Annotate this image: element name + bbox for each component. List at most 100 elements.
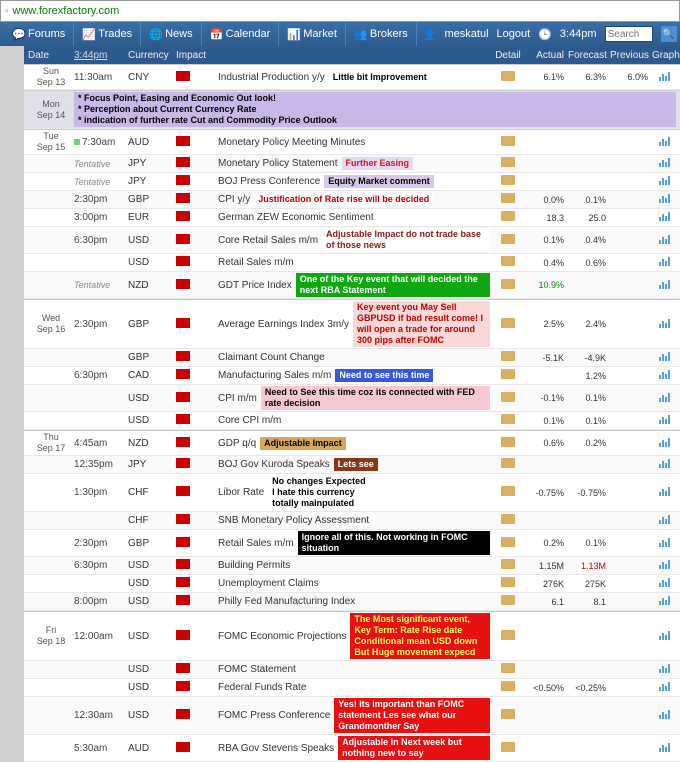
detail-folder-icon[interactable]: [501, 437, 515, 447]
currency-cell: CNY: [128, 72, 176, 83]
url-bar[interactable]: ▫ www.forexfactory.com: [0, 0, 680, 22]
hdr-time[interactable]: 3:44pm: [74, 50, 107, 61]
event-name: FOMC Economic Projections: [218, 631, 350, 642]
calendar-row[interactable]: 3:00pmEURGerman ZEW Economic Sentiment18…: [24, 209, 680, 227]
calendar-row[interactable]: USDRetail Sales m/m0.4%0.6%: [24, 254, 680, 272]
graph-icon[interactable]: [659, 514, 670, 524]
calendar-row[interactable]: 2:30pmGBPRetail Sales m/m Ignore all of …: [24, 530, 680, 557]
calendar-row[interactable]: SunSep 1311:30amCNYIndustrial Production…: [24, 65, 680, 90]
detail-folder-icon[interactable]: [501, 559, 515, 569]
detail-folder-icon[interactable]: [501, 256, 515, 266]
detail-folder-icon[interactable]: [501, 681, 515, 691]
calendar-row[interactable]: USDUnemployment Claims276K275K: [24, 575, 680, 593]
calendar-row[interactable]: 8:00pmUSDPhilly Fed Manufacturing Index6…: [24, 593, 680, 611]
graph-icon[interactable]: [659, 392, 670, 402]
calendar-row[interactable]: USDFOMC Statement: [24, 661, 680, 679]
currency-cell: USD: [128, 710, 176, 721]
graph-icon[interactable]: [659, 318, 670, 328]
calendar-row[interactable]: CHFSNB Monetary Policy Assessment: [24, 512, 680, 530]
graph-icon[interactable]: [659, 486, 670, 496]
graph-icon[interactable]: [659, 630, 670, 640]
detail-folder-icon[interactable]: [501, 234, 515, 244]
impact-icon: [176, 709, 190, 719]
graph-icon[interactable]: [659, 577, 670, 587]
calendar-row[interactable]: 6:30pmCADManufacturing Sales m/mNeed to …: [24, 367, 680, 385]
nav-forums[interactable]: 💬Forums: [4, 22, 74, 46]
graph-icon[interactable]: [659, 709, 670, 719]
detail-folder-icon[interactable]: [501, 514, 515, 524]
detail-folder-icon[interactable]: [501, 136, 515, 146]
calendar-row[interactable]: USDCore CPI m/m0.1%0.1%: [24, 412, 680, 430]
graph-icon[interactable]: [659, 458, 670, 468]
detail-folder-icon[interactable]: [501, 595, 515, 605]
calendar-row[interactable]: ThuSep 174:45amNZDGDP q/qAdjustable Impa…: [24, 431, 680, 456]
graph-icon[interactable]: [659, 414, 670, 424]
calendar-row[interactable]: TentativeNZDGDT Price IndexOne of the Ke…: [24, 272, 680, 299]
currency-cell: NZD: [128, 438, 176, 449]
calendar-row[interactable]: WedSep 162:30pmGBPAverage Earnings Index…: [24, 300, 680, 349]
detail-folder-icon[interactable]: [501, 663, 515, 673]
detail-folder-icon[interactable]: [501, 369, 515, 379]
detail-folder-icon[interactable]: [501, 175, 515, 185]
calendar-row[interactable]: MonSep 14* Focus Point, Easing and Econo…: [24, 91, 680, 129]
calendar-row[interactable]: 5:30amAUDRBA Gov Stevens SpeaksAdjustabl…: [24, 735, 680, 762]
nav-market[interactable]: 📊Market: [279, 22, 346, 46]
graph-icon[interactable]: [659, 279, 670, 289]
forecast-cell: 0.1%: [568, 538, 610, 548]
graph-icon[interactable]: [659, 559, 670, 569]
calendar-row[interactable]: FriSep 1812:00amUSDFOMC Economic Project…: [24, 612, 680, 661]
graph-icon[interactable]: [659, 742, 670, 752]
detail-folder-icon[interactable]: [501, 458, 515, 468]
graph-icon[interactable]: [659, 663, 670, 673]
calendar-row[interactable]: 6:30pmUSDCore Retail Sales m/mAdjustable…: [24, 227, 680, 254]
graph-icon[interactable]: [659, 437, 670, 447]
graph-icon[interactable]: [659, 369, 670, 379]
nav-calendar[interactable]: 📅Calendar: [202, 22, 280, 46]
graph-icon[interactable]: [659, 71, 670, 81]
detail-folder-icon[interactable]: [501, 486, 515, 496]
detail-folder-icon[interactable]: [501, 537, 515, 547]
graph-icon[interactable]: [659, 175, 670, 185]
graph-icon[interactable]: [659, 211, 670, 221]
detail-folder-icon[interactable]: [501, 392, 515, 402]
detail-folder-icon[interactable]: [501, 318, 515, 328]
search-input[interactable]: [605, 26, 653, 42]
calendar-row[interactable]: TueSep 157:30amAUDMonetary Policy Meetin…: [24, 130, 680, 155]
calendar-row[interactable]: USDFederal Funds Rate<0.50%<0.25%: [24, 679, 680, 697]
detail-folder-icon[interactable]: [501, 742, 515, 752]
calendar-row[interactable]: TentativeJPYMonetary Policy StatementFur…: [24, 155, 680, 173]
graph-icon[interactable]: [659, 193, 670, 203]
search-button[interactable]: 🔍: [661, 26, 677, 42]
nav-news[interactable]: 🌐News: [141, 22, 202, 46]
detail-folder-icon[interactable]: [501, 577, 515, 587]
calendar-row[interactable]: 12:35pmJPYBOJ Gov Kuroda SpeaksLets see: [24, 456, 680, 474]
detail-folder-icon[interactable]: [501, 709, 515, 719]
graph-icon[interactable]: [659, 256, 670, 266]
calendar-row[interactable]: TentativeJPYBOJ Press ConferenceEquity M…: [24, 173, 680, 191]
graph-icon[interactable]: [659, 157, 670, 167]
graph-icon[interactable]: [659, 537, 670, 547]
detail-folder-icon[interactable]: [501, 71, 515, 81]
graph-icon[interactable]: [659, 351, 670, 361]
detail-folder-icon[interactable]: [501, 351, 515, 361]
nav-trades[interactable]: 📈Trades: [74, 22, 141, 46]
nav-brokers[interactable]: 👥Brokers: [346, 22, 417, 46]
calendar-row[interactable]: 6:30pmUSDBuilding Permits1.15M1.13M: [24, 557, 680, 575]
graph-icon[interactable]: [659, 681, 670, 691]
username[interactable]: meskatul: [445, 28, 489, 40]
calendar-row[interactable]: 1:30pmCHFLibor RateNo changes Expected I…: [24, 474, 680, 512]
graph-icon[interactable]: [659, 234, 670, 244]
calendar-row[interactable]: USDCPI m/mNeed to See this time coz its …: [24, 385, 680, 412]
detail-folder-icon[interactable]: [501, 193, 515, 203]
detail-folder-icon[interactable]: [501, 279, 515, 289]
graph-icon[interactable]: [659, 136, 670, 146]
detail-folder-icon[interactable]: [501, 157, 515, 167]
detail-folder-icon[interactable]: [501, 414, 515, 424]
calendar-row[interactable]: GBPClaimant Count Change-5.1K-4.9K: [24, 349, 680, 367]
graph-icon[interactable]: [659, 595, 670, 605]
calendar-row[interactable]: 2:30pmGBPCPI y/yJustification of Rate ri…: [24, 191, 680, 209]
detail-folder-icon[interactable]: [501, 630, 515, 640]
calendar-row[interactable]: 12:30amUSDFOMC Press ConferenceYes! Its …: [24, 697, 680, 735]
detail-folder-icon[interactable]: [501, 211, 515, 221]
logout-link[interactable]: Logout: [497, 28, 531, 40]
